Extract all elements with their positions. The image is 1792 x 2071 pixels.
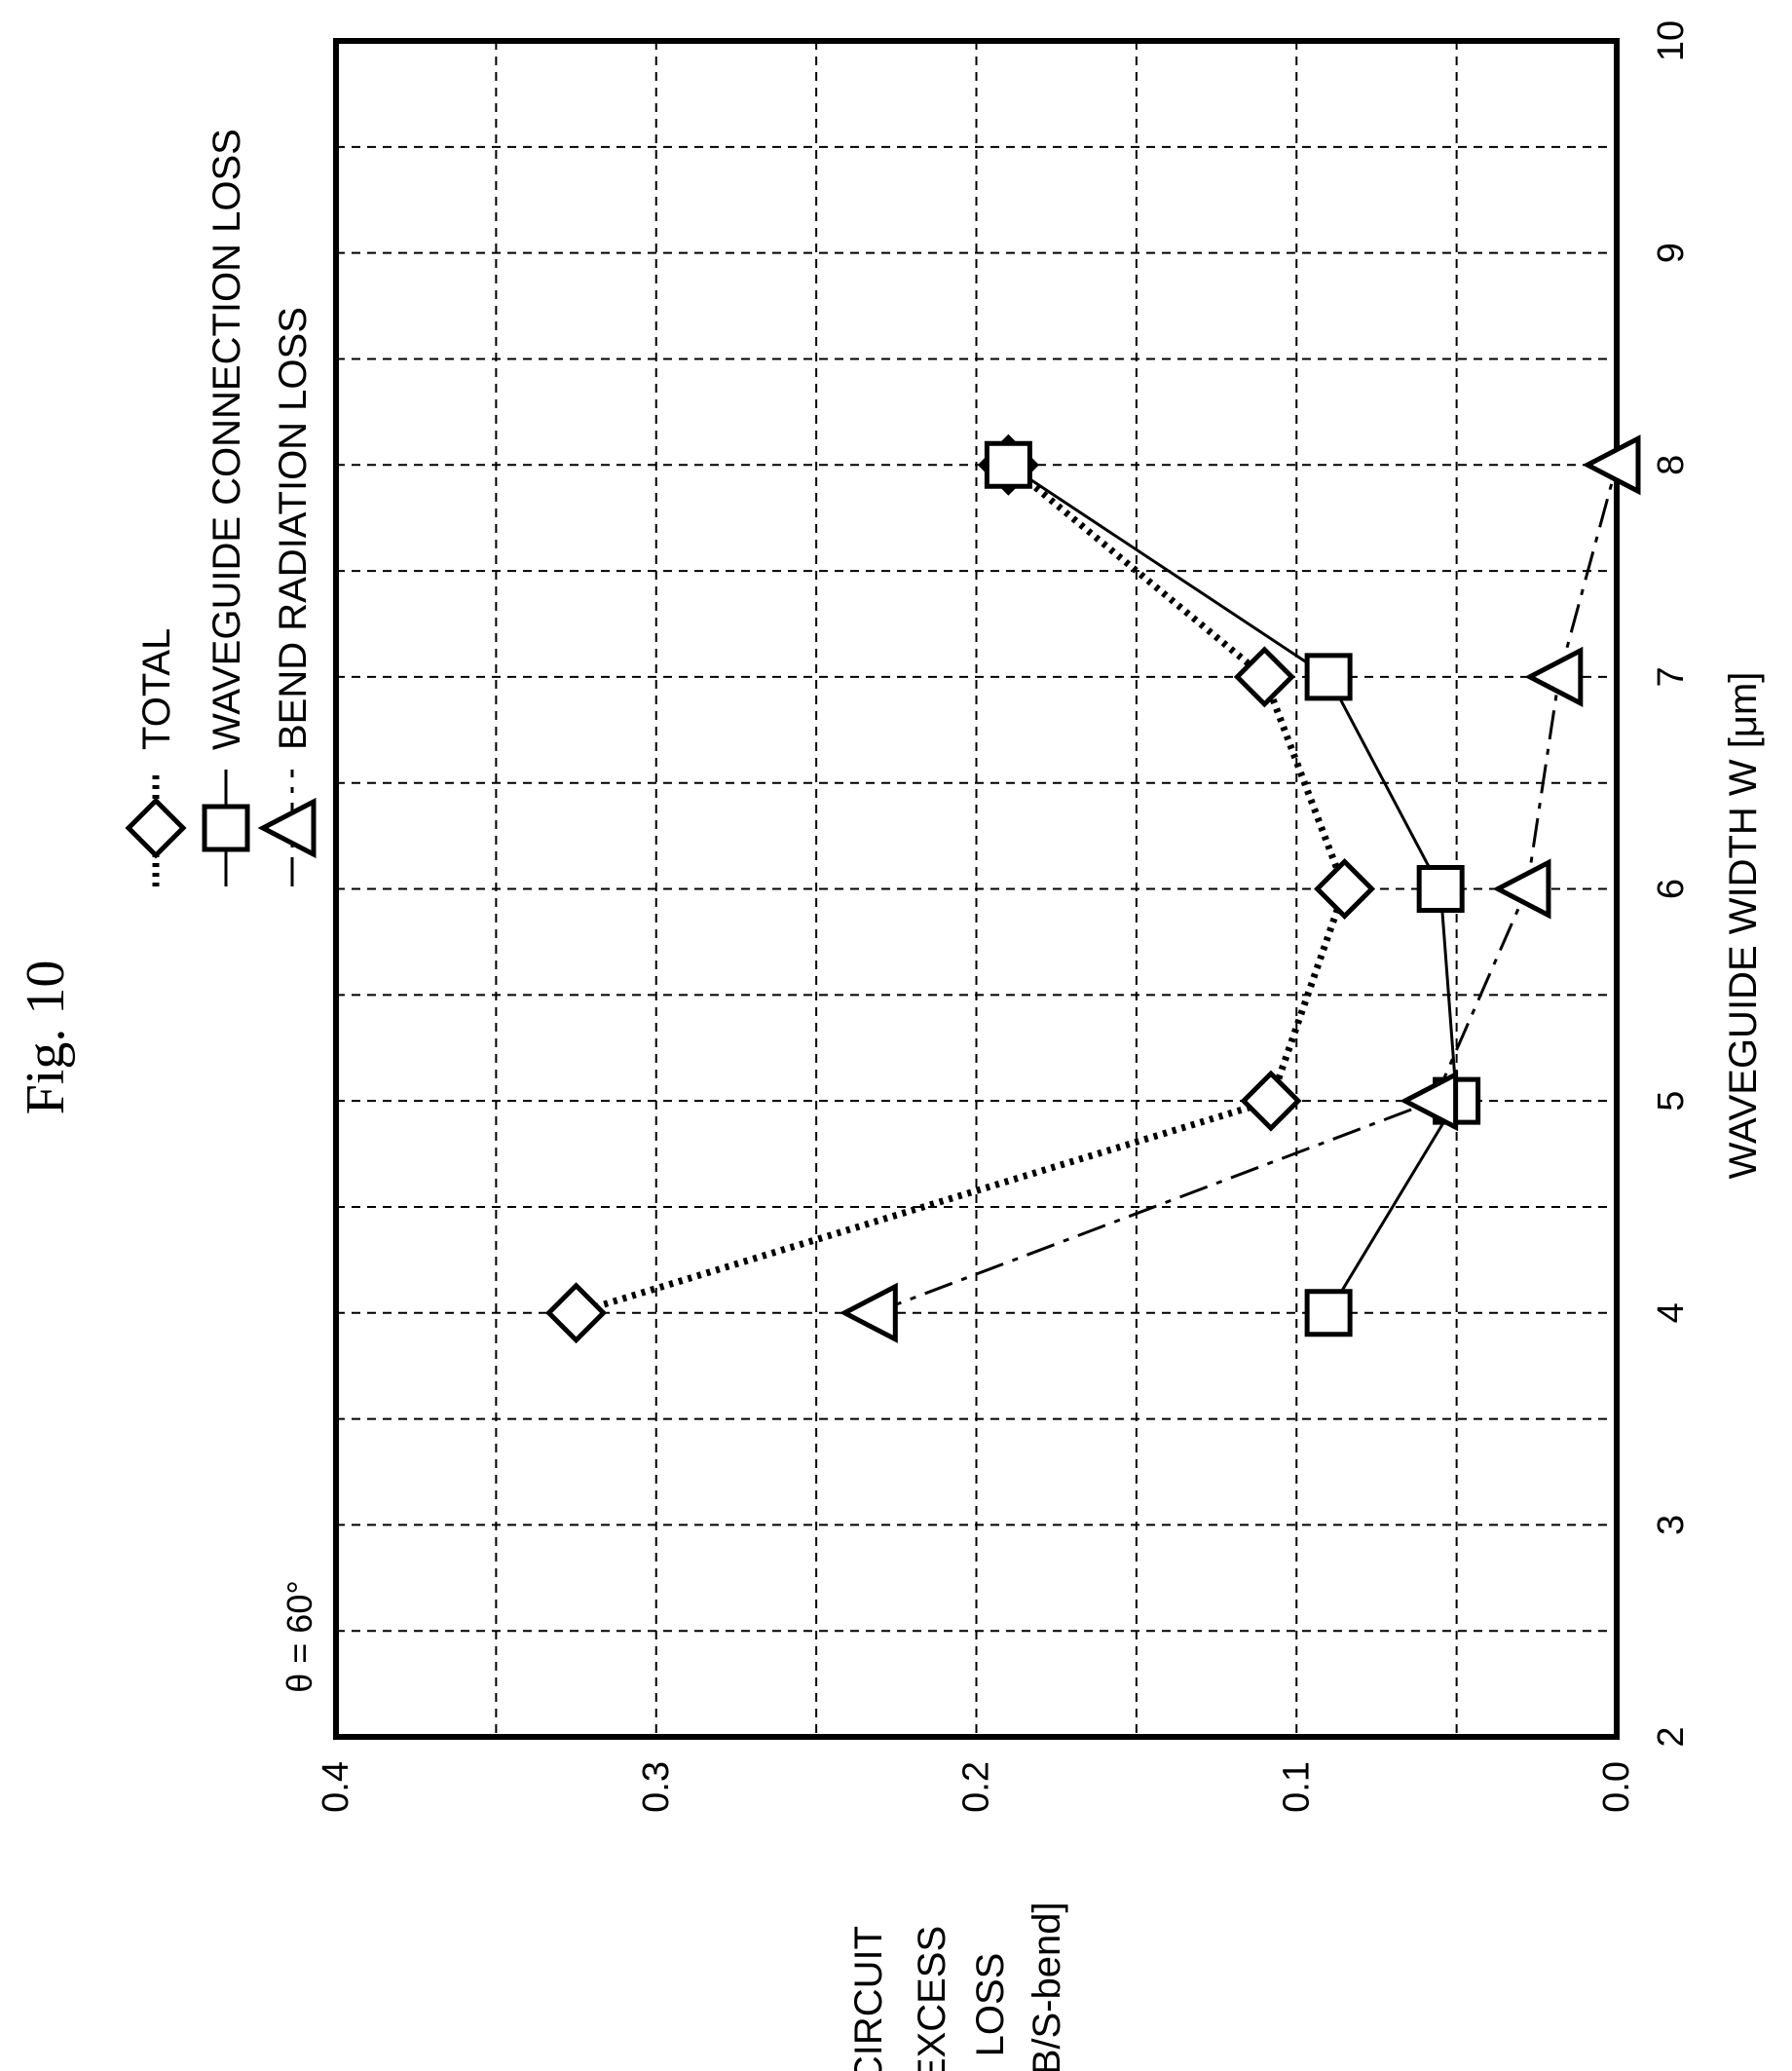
x-tick-label: 7 (1651, 666, 1692, 687)
legend-label: TOTAL (135, 628, 178, 750)
data-point (1304, 653, 1353, 701)
legend-label: WAVEGUIDE CONNECTION LOSS (205, 129, 248, 750)
y-axis-label-line: [dB/S-bend] (1026, 1902, 1068, 2071)
legend-entry: TOTAL (125, 628, 187, 886)
data-point (1233, 646, 1295, 708)
x-tick-label: 10 (1651, 20, 1692, 61)
y-tick-label: 0.1 (1276, 1761, 1317, 1813)
data-point (1314, 857, 1376, 921)
data-point (839, 1282, 898, 1343)
legend-entry: BEND RADIATION LOSS (257, 307, 317, 886)
tick-labels: 2 3 4 5 6 7 8 9 10 0.0 0.1 0.2 0.3 0.4 (316, 20, 1692, 1813)
x-axis-label: WAVEGUIDE WIDTH W [μm] (1722, 672, 1765, 1180)
series-3 (839, 434, 1641, 1343)
x-tick-label: 3 (1651, 1515, 1692, 1535)
figure-label: Fig. 10 (16, 960, 76, 1115)
plot-area (333, 38, 1641, 1740)
legend-marker (257, 797, 317, 859)
data-point (1582, 434, 1641, 496)
x-tick-label: 5 (1651, 1091, 1692, 1111)
data-point (1240, 1070, 1302, 1132)
legend-marker (202, 804, 250, 852)
y-tick-label: 0.0 (1596, 1761, 1637, 1813)
legend-label: BEND RADIATION LOSS (272, 307, 315, 750)
legend-entry: WAVEGUIDE CONNECTION LOSS (202, 129, 250, 886)
data-point (1492, 858, 1551, 920)
series-line (575, 462, 1349, 1317)
y-tick-label: 0.2 (956, 1761, 997, 1813)
data-point (545, 1282, 608, 1344)
data-point (1304, 1289, 1353, 1337)
x-tick-label: 2 (1651, 1726, 1692, 1747)
legend-marker (125, 797, 187, 859)
theta-annotation: θ = 60° (280, 1580, 319, 1693)
grid-lines (336, 41, 1617, 1737)
y-tick-label: 0.4 (316, 1761, 356, 1813)
data-point (984, 440, 1032, 489)
y-tick-label: 0.3 (636, 1761, 677, 1813)
legend: TOTAL WAVEGUIDE CONNECTION LOSS BEND RADIA… (125, 129, 317, 886)
y-axis-label-line: LOSS (969, 1953, 1012, 2057)
plot-frame (333, 38, 1620, 1740)
y-axis-label-line: EXCESS (911, 1926, 953, 2071)
x-tick-label: 6 (1651, 879, 1692, 899)
x-tick-label: 9 (1651, 243, 1692, 263)
y-axis-label: CIRCUIT EXCESS LOSS [dB/S-bend] (847, 1902, 1068, 2071)
data-point (1524, 646, 1584, 707)
x-tick-label: 8 (1651, 455, 1692, 475)
data-point (1400, 1071, 1459, 1132)
data-series (545, 433, 1641, 1344)
data-point (1416, 865, 1465, 913)
x-tick-label: 4 (1651, 1302, 1692, 1323)
y-axis-label-line: CIRCUIT (847, 1926, 890, 2071)
